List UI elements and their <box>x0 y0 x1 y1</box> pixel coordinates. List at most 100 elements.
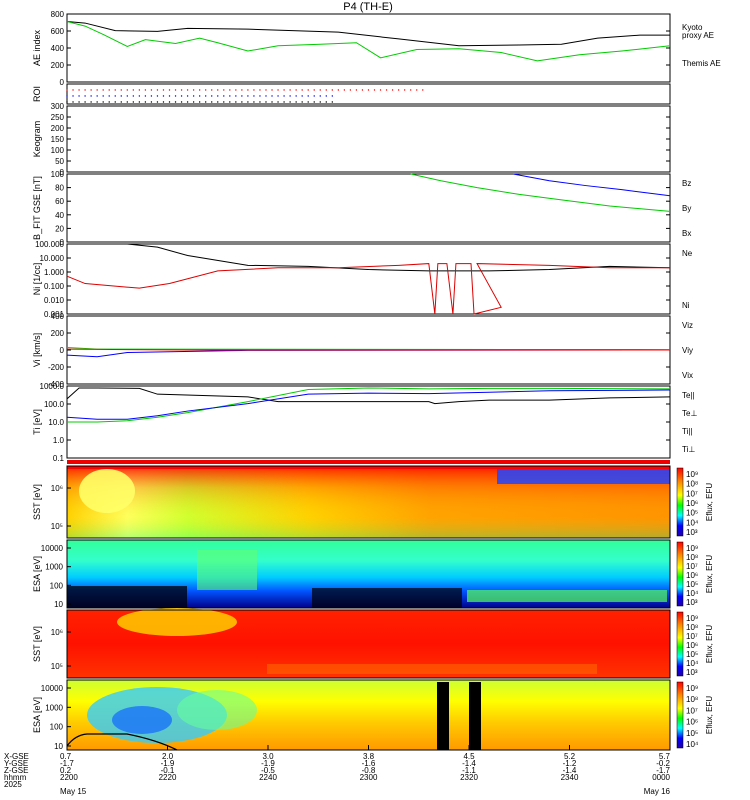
xaxis-value: -1.9 <box>161 759 175 768</box>
roi-dot <box>168 89 171 91</box>
heatmap-green-patch <box>197 550 257 590</box>
roi-dot <box>162 89 165 91</box>
roi-dot <box>162 101 165 103</box>
roi-dot <box>138 101 141 103</box>
panel-frame <box>66 385 671 459</box>
heatmap-green-band <box>467 590 667 602</box>
roi-dot <box>84 101 86 103</box>
ytick-label: 0.010 <box>44 296 65 305</box>
ylabel: Ni [1/cc] <box>32 263 42 296</box>
roi-dot <box>138 95 141 97</box>
roi-dot <box>198 95 201 97</box>
ytick-label: 100.000 <box>35 240 64 249</box>
colorbar-tick: 10⁴ <box>686 740 699 749</box>
roi-dot <box>283 89 285 91</box>
roi-dot <box>84 95 86 97</box>
panel-5: 400 200 0 -200 -400 Viz Viy Vix Vi [km/s] <box>32 312 693 389</box>
panel-frame <box>66 83 671 105</box>
xaxis-value: 2300 <box>360 773 378 782</box>
xaxis-value: 5.2 <box>564 752 576 761</box>
roi-dot <box>325 89 327 91</box>
roi-dot <box>319 101 321 103</box>
ytick-label: 10000 <box>41 684 64 693</box>
roi-dot <box>265 101 267 103</box>
colorbar <box>676 541 684 607</box>
roi-dot <box>241 95 243 97</box>
xaxis-value: -1.4 <box>462 759 476 768</box>
roi-dot <box>265 95 267 97</box>
roi-dot <box>277 95 279 97</box>
ytick-label: 100 <box>50 723 64 732</box>
roi-dot <box>235 101 237 103</box>
legend-entry: Ne <box>682 249 693 258</box>
roi-dot <box>247 95 249 97</box>
roi-dot <box>156 95 159 97</box>
xaxis-value: 4.5 <box>463 752 475 761</box>
roi-dot <box>66 101 68 103</box>
roi-dot <box>385 89 388 91</box>
roi-dot <box>84 89 86 91</box>
panel-frame <box>66 243 671 315</box>
xaxis-value: -0.1 <box>161 766 175 775</box>
xaxis-row-label: Z-GSE <box>4 766 28 775</box>
colorbar-tick: 10³ <box>686 598 698 607</box>
roi-dot <box>271 95 273 97</box>
xaxis-value: 2200 <box>60 773 78 782</box>
ylabel: ROI <box>32 86 42 102</box>
roi-dot <box>367 89 370 91</box>
roi-dot <box>120 89 122 91</box>
roi-dot <box>416 89 418 91</box>
xaxis-row-label: Y-GSE <box>4 759 28 768</box>
ylabel: SST [eV] <box>32 484 42 520</box>
panel-10: 10000 1000 100 10 10⁹ 10⁸ 10⁷ 10⁶ 10⁵ 10⁴ Eflux, E… <box>32 679 714 751</box>
roi-dot <box>102 101 104 103</box>
data-gap-2 <box>469 682 481 750</box>
ylabel: ESA [eV] <box>32 556 42 592</box>
roi-dot <box>186 89 189 91</box>
roi-dot <box>217 89 219 91</box>
xaxis-value: -1.2 <box>563 759 577 768</box>
roi-dot <box>150 95 153 97</box>
ylabel: Vi [km/s] <box>32 333 42 367</box>
roi-dot <box>126 95 128 97</box>
ytick-label: 10.0 <box>48 418 64 427</box>
ylabel: Ti [eV] <box>32 409 42 435</box>
colorbar-tick: 10⁴ <box>686 518 699 527</box>
ylabel: Keogram <box>32 121 42 158</box>
heatmap-yellow-blob <box>117 608 237 636</box>
colorbar-tick: 10⁷ <box>686 562 698 571</box>
roi-dot <box>277 89 279 91</box>
roi-dot <box>211 101 213 103</box>
xaxis-value: -1.7 <box>60 759 74 768</box>
panel-frame <box>66 13 671 83</box>
ytick-label: 150 <box>51 135 65 144</box>
roi-dot <box>96 89 98 91</box>
roi-dot <box>277 101 279 103</box>
ylabel: ESA [eV] <box>32 697 42 733</box>
roi-dot <box>78 89 80 91</box>
roi-dot <box>72 95 74 97</box>
ytick-label: 50 <box>55 157 64 166</box>
heatmap-orange-band <box>267 664 597 674</box>
roi-dot <box>271 89 273 91</box>
xaxis-value: -1.6 <box>362 759 376 768</box>
roi-dot <box>313 89 315 91</box>
roi-dot <box>66 89 68 91</box>
legend-entry: Ni <box>682 301 690 310</box>
roi-dot <box>114 101 116 103</box>
roi-dot <box>259 95 261 97</box>
colorbar-tick: 10⁷ <box>686 489 698 498</box>
roi-dot <box>66 95 68 97</box>
roi-dot <box>403 89 406 91</box>
roi-dot <box>259 101 261 103</box>
legend-entry: Viy <box>682 346 693 355</box>
roi-dot <box>108 89 110 91</box>
xaxis-value: 3.0 <box>262 752 274 761</box>
ytick-label: 300 <box>51 102 65 111</box>
roi-dot <box>223 89 225 91</box>
ytick-label: 1.000 <box>44 268 65 277</box>
xaxis-row-label: X-GSE <box>4 752 29 761</box>
